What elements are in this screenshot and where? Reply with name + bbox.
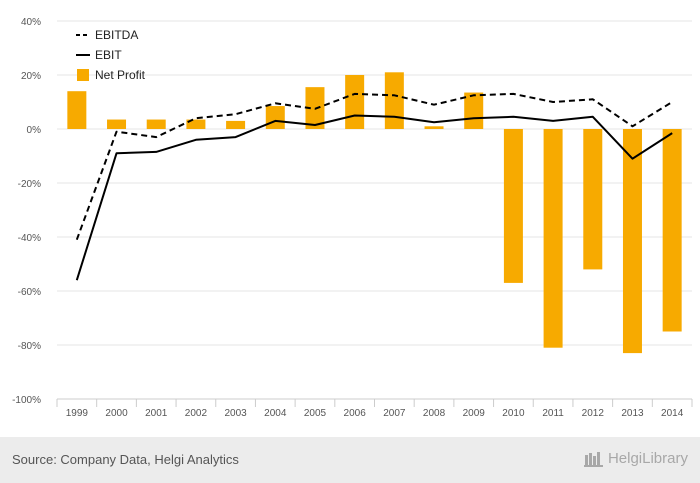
legend-swatch-net-profit [77, 69, 89, 81]
x-tick-label: 2004 [264, 408, 287, 419]
y-tick-label: -20% [18, 179, 41, 190]
net-profit-bar-2006 [345, 75, 365, 129]
x-tick-label: 2010 [502, 408, 525, 419]
brand-logo: HelgiLibrary [583, 449, 688, 467]
x-tick-label: 2001 [145, 408, 168, 419]
y-tick-label: 20% [21, 71, 41, 82]
net-profit-bar-2001 [146, 119, 166, 129]
net-profit-bar-2014 [662, 129, 682, 332]
legend-label: EBITDA [95, 28, 138, 42]
y-tick-label: 40% [21, 17, 41, 28]
net-profit-bar-2009 [464, 92, 484, 129]
y-tick-label: -40% [18, 233, 41, 244]
net-profit-bar-2012 [583, 129, 603, 270]
net-profit-bar-2004 [265, 106, 285, 129]
x-tick-label: 1999 [66, 408, 89, 419]
net-profit-bars [67, 72, 682, 354]
net-profit-bar-2010 [503, 129, 523, 283]
x-tick-label: 2007 [383, 408, 406, 419]
footer-bar [0, 437, 700, 483]
net-profit-bar-2002 [186, 119, 206, 129]
x-tick-label: 2005 [304, 408, 327, 419]
x-tick-label: 2011 [542, 408, 564, 419]
net-profit-bar-2000 [107, 119, 127, 129]
legend-label: EBIT [95, 48, 122, 62]
y-tick-label: 0% [27, 125, 42, 136]
x-tick-label: 2003 [224, 408, 247, 419]
net-profit-bar-1999 [67, 91, 87, 129]
y-tick-label: -100% [12, 395, 41, 406]
x-tick-label: 2012 [582, 408, 605, 419]
x-tick-label: 2002 [185, 408, 208, 419]
series-lines [75, 92, 673, 281]
x-tick-label: 2014 [661, 408, 684, 419]
x-tick-label: 2013 [621, 408, 644, 419]
brand-name: HelgiLibrary [607, 449, 688, 467]
y-tick-label: -60% [18, 287, 41, 298]
net-profit-bar-2008 [424, 126, 444, 129]
x-tick-label: 2006 [344, 408, 367, 419]
legend: EBITDA EBIT Net Profit [76, 28, 146, 82]
x-axis: 1999 2000 2001 2002 2003 2004 2005 2006 2007 2008… [56, 398, 693, 419]
net-profit-bar-2007 [384, 72, 404, 129]
x-tick-label: 2000 [105, 408, 128, 419]
net-profit-bar-2013 [622, 129, 642, 354]
source-text: Source: Company Data, Helgi Analytics [12, 452, 239, 467]
net-profit-bar-2003 [226, 120, 246, 129]
legend-label: Net Profit [95, 68, 146, 82]
x-tick-label: 2008 [423, 408, 446, 419]
y-axis-tick-labels: 40% 20% 0% -20% -40% -60% -80% -100% [12, 17, 41, 406]
net-profit-bar-2011 [543, 129, 563, 348]
y-tick-label: -80% [18, 341, 41, 352]
library-icon [583, 452, 603, 467]
ebit-line [75, 114, 673, 281]
ebitda-line [75, 92, 673, 241]
x-tick-label: 2009 [463, 408, 486, 419]
